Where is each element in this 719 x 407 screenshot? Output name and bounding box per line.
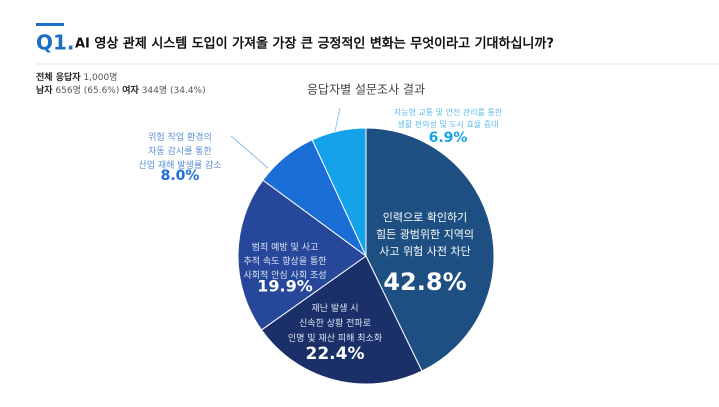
pie-slice <box>311 127 367 257</box>
question-text: AI 영상 관제 시스템 도입이 가져올 가장 큰 긍정적인 변화는 무엇이라고… <box>75 36 554 52</box>
question-number: Q1. <box>36 31 75 55</box>
slice-label-line: 인력으로 확인하기 <box>383 210 467 224</box>
accent-bar <box>36 23 64 26</box>
slice-label-line: 사고 위험 사전 차단 <box>379 245 470 258</box>
value-label: 42.8% <box>383 268 466 296</box>
slice-label-line: 자동 감시를 통한 <box>148 145 212 157</box>
slice-label-line: 산업 재해 발생률 감소 <box>138 159 221 171</box>
slice-label-line: 재난 발생 시 <box>311 303 358 314</box>
respondents-total: 전체 응답자 1,000명 <box>36 71 117 83</box>
chart-title: 응답자별 설문조사 결과 <box>307 83 425 97</box>
slice-label-line: 위험 작업 환경의 <box>148 131 212 143</box>
slice-label-line: 지능형 교통 및 안전 관리를 통한 <box>394 107 503 117</box>
slice-label-line: 추적 속도 향상을 통한 <box>243 255 326 267</box>
pie-slice <box>237 179 367 331</box>
slice-label-line: 힘든 광범위한 지역의 <box>376 228 474 241</box>
value-label: 19.9% <box>257 277 313 296</box>
slice-label-line: 신속한 상황 전파로 <box>299 318 371 329</box>
slice-label-line: 범죄 예방 및 사고 <box>252 241 319 253</box>
slice-label-line: 사회적 안심 사회 조성 <box>243 269 326 281</box>
pie-slice <box>260 255 423 385</box>
slice-label-line: 인명 및 재산 피해 최소화 <box>288 332 382 344</box>
value-label: 22.4% <box>306 344 365 364</box>
slice-label-line: 생활 편의성 및 도시 효율 증대 <box>397 119 498 129</box>
pie-slice <box>365 127 495 372</box>
value-label: 8.0% <box>161 168 200 184</box>
respondents-gender: 남자 656명 (65.6%) 여자 344명 (34.4%) <box>36 84 206 96</box>
leader-line <box>230 135 269 169</box>
value-label: 6.9% <box>429 130 468 146</box>
